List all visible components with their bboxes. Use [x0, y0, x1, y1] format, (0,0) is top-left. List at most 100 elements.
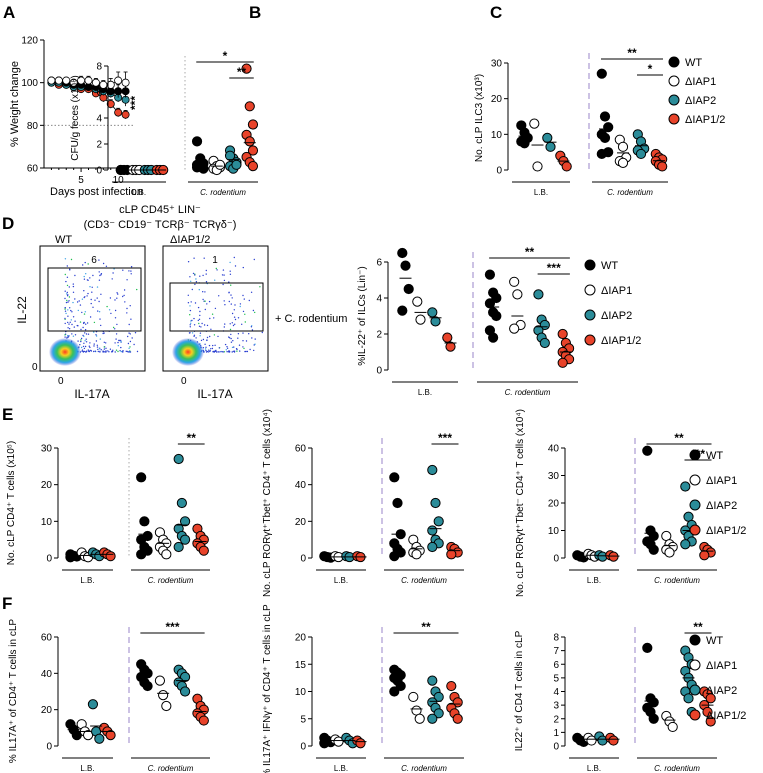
flow-event-dot — [111, 278, 113, 280]
flow-title-line1: cLP CD45⁺ LIN⁻ — [119, 204, 201, 216]
flow-event-dot — [103, 346, 106, 348]
flow-event-dot — [237, 333, 240, 335]
flow-event-dot — [233, 256, 235, 259]
flow-event-dot — [114, 299, 116, 301]
y-tick-label: 0 — [46, 742, 52, 753]
flow-ko-label: ΔIAP1/2 — [170, 234, 210, 246]
flow-event-dot — [100, 274, 102, 276]
flow-title-line2: (CD3⁻ CD19⁻ TCRβ⁻ TCRγδ⁻) — [84, 219, 237, 231]
flow-event-dot — [213, 317, 215, 319]
flow-event-dot — [120, 339, 122, 342]
y-tick-label: 5 — [553, 673, 559, 684]
flow-event-dot — [200, 339, 203, 342]
legend-marker-WT — [689, 634, 701, 646]
flow-event-dot — [125, 350, 127, 352]
flow-event-dot — [248, 333, 250, 335]
data-point-WT-cr — [389, 551, 400, 562]
data-point-dIAP2-cr — [173, 541, 184, 553]
flow-event-dot — [233, 309, 235, 311]
flow-x-axis-label-wt: IL-17A — [74, 387, 109, 401]
flow-zero-tick-x-ko: 0 — [181, 376, 187, 387]
flow-event-dot — [110, 312, 112, 315]
flow-event-dot — [198, 325, 201, 327]
data-point-dIAP12 — [114, 108, 123, 117]
data-point-WT-cr — [491, 310, 502, 322]
flow-event-dot — [120, 341, 122, 343]
flow-event-dot — [114, 328, 116, 330]
flow-event-dot — [117, 293, 119, 295]
significance-label: * — [223, 49, 228, 63]
flow-event-dot — [86, 295, 88, 297]
y-tick-label: 20 — [41, 480, 53, 491]
flow-event-dot — [189, 314, 191, 316]
data-point-dIAP2-cr — [179, 686, 191, 697]
flow-event-dot — [72, 301, 74, 304]
flow-event-dot — [242, 294, 244, 297]
legend-2: WT ΔIAP1 ΔIAP2 ΔIAP1/2 — [689, 449, 746, 537]
panel-label-E: E — [2, 405, 13, 424]
flow-event-dot — [261, 331, 263, 334]
chart-F1: F 0 20 40 60 % IL17A⁺ of CD4⁺ T cells in cLP L… — [2, 594, 210, 773]
flow-event-dot — [72, 283, 75, 285]
legend-label-WT: WT — [601, 260, 618, 272]
y-tick-label: 4 — [553, 687, 559, 698]
y-tick-label: 2 — [96, 140, 102, 151]
data-point-dIAP1-cr — [408, 691, 419, 703]
flow-event-dot — [234, 265, 237, 267]
flow-event-dot — [65, 280, 67, 283]
chart-F2: 0 5 10 15 20 % IL17A⁺ IFNγ⁺ of CD4⁺ T cells i… — [262, 604, 464, 773]
flow-event-dot — [72, 291, 75, 293]
flow-event-dot — [242, 346, 244, 348]
flow-event-dot — [89, 277, 91, 279]
data-point-dIAP1 — [106, 80, 115, 89]
flow-event-dot — [83, 350, 86, 353]
flow-event-dot — [192, 272, 195, 275]
data-point-dIAP2-cr — [680, 539, 691, 550]
flow-event-dot — [239, 305, 241, 308]
flow-event-dot — [237, 317, 240, 319]
flow-event-dot — [221, 274, 224, 276]
flow-event-dot — [198, 289, 200, 291]
legend-marker-dIAP12 — [689, 709, 701, 721]
data-point-dIAP1-lb — [586, 735, 597, 746]
flow-event-dot — [217, 351, 219, 353]
flow-event-dot — [114, 351, 116, 353]
flow-event-dot — [85, 338, 87, 340]
flow-event-dot — [126, 279, 128, 281]
data-point-dIAP12-lb — [561, 161, 572, 172]
flow-event-dot — [100, 273, 103, 275]
data-point-WT-cr — [392, 497, 403, 509]
flow-event-dot — [81, 298, 84, 300]
y-tick-label: 40 — [41, 669, 53, 680]
data-point-WT-lb — [403, 283, 414, 295]
flow-event-dot — [74, 320, 76, 322]
flow-event-dot — [98, 348, 101, 350]
legend-marker-dIAP1 — [668, 75, 680, 87]
legend-label-dIAP12: ΔIAP1/2 — [706, 710, 746, 722]
flow-event-dot — [199, 335, 201, 337]
flow-event-dot — [84, 311, 87, 313]
flow-event-dot — [82, 326, 84, 329]
data-point-dIAP12-lb — [608, 735, 619, 746]
flow-event-dot — [233, 350, 236, 352]
flow-event-dot — [102, 350, 104, 352]
flow-event-dot — [100, 349, 102, 351]
flow-event-dot — [205, 269, 207, 272]
y-tick-label: 0 — [553, 742, 559, 753]
data-point-WT-cr — [648, 713, 659, 724]
data-point-dIAP2-cr — [179, 516, 191, 527]
flow-event-dot — [65, 301, 68, 304]
flow-event-dot — [244, 321, 246, 323]
flow-event-dot — [90, 298, 92, 301]
flow-event-dot — [214, 344, 216, 346]
flow-event-dot — [93, 345, 95, 347]
data-point-WT-cr — [648, 544, 659, 555]
flow-event-dot — [105, 351, 107, 353]
data-point-dIAP2-cr — [433, 516, 444, 527]
significance-label: ** — [627, 46, 637, 60]
data-point-dIAP2-lb — [542, 132, 553, 143]
legend-label-WT: WT — [685, 57, 702, 69]
data-point-WT-lb — [519, 138, 530, 149]
data-point-WT-cr — [596, 68, 607, 79]
